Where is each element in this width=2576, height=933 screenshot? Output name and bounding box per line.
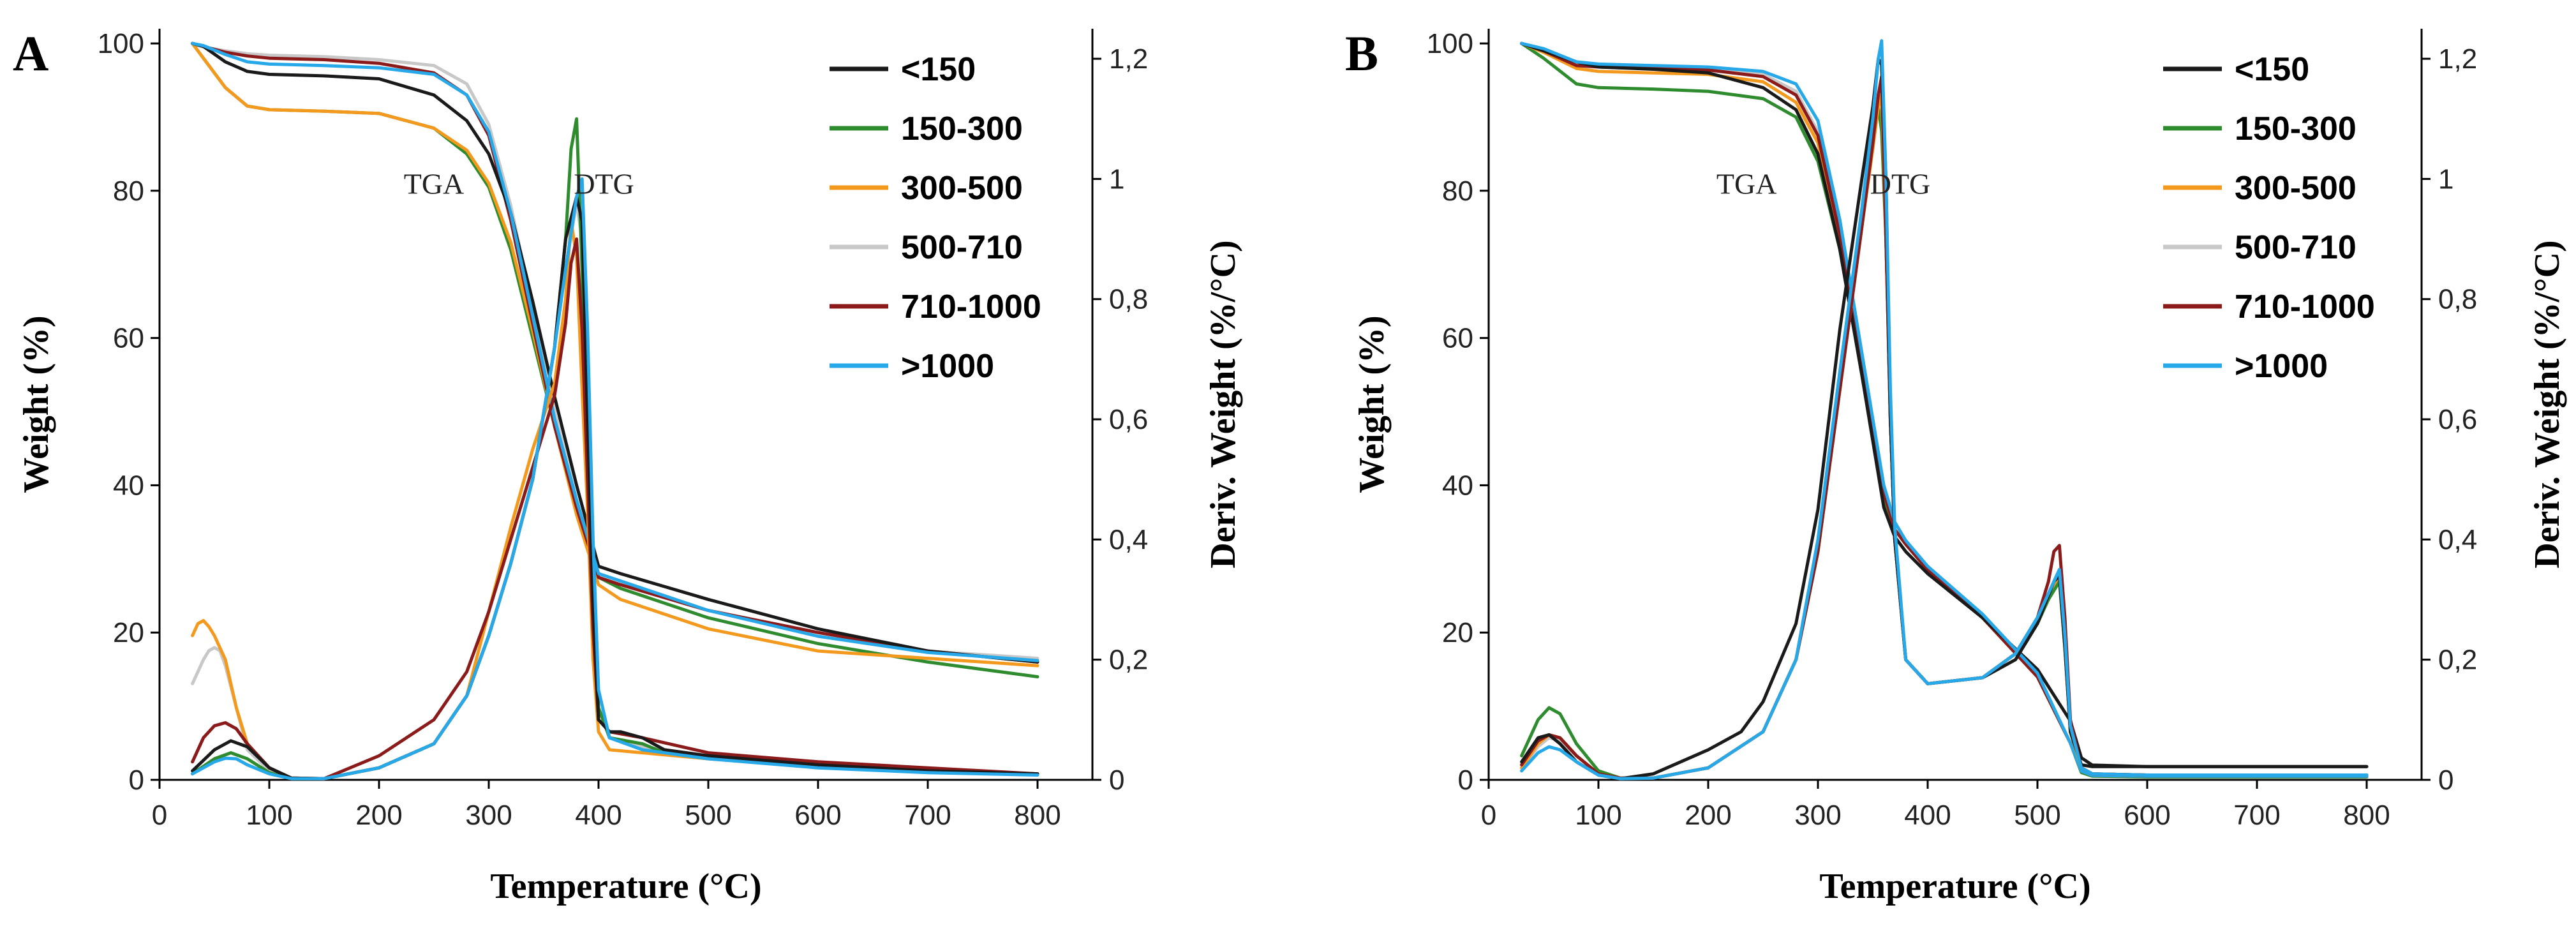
y-tick-label: 100 — [98, 28, 144, 59]
x-tick-label: 600 — [794, 800, 841, 831]
panel-letter: B — [1345, 26, 1378, 81]
y-right-tick-label: 1,2 — [1109, 43, 1148, 75]
tga-series-line — [1520, 41, 2369, 778]
y-right-tick-label: 0 — [2438, 765, 2453, 796]
panel-a: A 0 100 200 300 400 500 600 700 800 0 20 40 60 80 100 0 0… — [13, 26, 1243, 906]
x-tick-label: 200 — [355, 800, 402, 831]
legend-label: 710-1000 — [2235, 288, 2375, 325]
x-axis-label: Temperature (°C) — [490, 867, 761, 906]
dtg-series-line — [191, 219, 1039, 780]
legend-label: >1000 — [2235, 348, 2328, 385]
dtg-series-line — [1520, 57, 2369, 780]
y-right-tick-label: 0,2 — [2438, 645, 2477, 676]
y-tick-label: 40 — [113, 470, 144, 501]
dtg-series-line — [191, 177, 1039, 780]
annotation-dtg: DTG — [574, 167, 634, 200]
legend-label: >1000 — [901, 348, 994, 385]
x-tick-label: 0 — [1481, 800, 1496, 831]
tga-series-line — [1520, 41, 2369, 779]
y-right-tick-label: 0 — [1109, 765, 1124, 796]
y-axis-label: Weight (%) — [1352, 315, 1392, 493]
dtg-series-line — [1520, 39, 2369, 780]
x-tick-label: 500 — [2014, 800, 2060, 831]
tga-series-line — [191, 41, 1039, 668]
y-right-tick-label: 0,6 — [1109, 404, 1148, 435]
tga-series-line — [191, 41, 1039, 664]
dtg-series-line — [191, 237, 1039, 780]
dtg-series-line — [191, 195, 1039, 780]
y-right-tick-label: 0,6 — [2438, 404, 2477, 435]
x-tick-label: 800 — [2343, 800, 2390, 831]
y-axis-label: Weight (%) — [17, 315, 56, 493]
y-tick-label: 40 — [1442, 470, 1473, 501]
tga-series-line — [1520, 41, 2369, 768]
legend-label: 500-710 — [2235, 229, 2356, 266]
y-tick-label: 20 — [1442, 617, 1473, 648]
panel-letter: A — [13, 26, 48, 81]
y-tick-label: 60 — [1442, 323, 1473, 354]
annotation-tga: TGA — [404, 167, 465, 200]
x-tick-label: 700 — [904, 800, 951, 831]
x-tick-label: 800 — [1014, 800, 1061, 831]
x-tick-label: 200 — [1685, 800, 1731, 831]
annotation-tga: TGA — [1716, 167, 1777, 200]
y-right-tick-label: 0,2 — [1109, 645, 1148, 676]
legend-label: 500-710 — [901, 229, 1023, 266]
tga-series-line — [1520, 41, 2369, 778]
y-right-tick-label: 0,4 — [1109, 524, 1148, 555]
legend-label: 300-500 — [901, 170, 1023, 207]
dtg-series-line — [191, 117, 1039, 780]
y-right-tick-label: 0,4 — [2438, 524, 2477, 555]
y-tick-label: 100 — [1427, 28, 1473, 59]
x-tick-label: 500 — [685, 800, 731, 831]
legend-label: 150-300 — [2235, 110, 2356, 147]
legend-label: 150-300 — [901, 110, 1023, 147]
y-right-tick-label: 0,8 — [2438, 284, 2477, 315]
x-tick-label: 400 — [1904, 800, 1951, 831]
x-tick-label: 600 — [2124, 800, 2170, 831]
y-tick-label: 20 — [113, 617, 144, 648]
tga-series-line — [1520, 41, 2369, 778]
dtg-series-line — [1520, 105, 2369, 780]
x-tick-label: 100 — [246, 800, 292, 831]
x-tick-label: 300 — [1794, 800, 1841, 831]
y-tick-label: 0 — [129, 765, 144, 796]
x-tick-label: 0 — [152, 800, 167, 831]
x-tick-label: 700 — [2233, 800, 2280, 831]
x-axis-label: Temperature (°C) — [1819, 867, 2090, 906]
legend-label: 300-500 — [2235, 170, 2356, 207]
tga-series-line — [191, 41, 1039, 662]
legend-label: <150 — [2235, 51, 2309, 88]
legend-label: <150 — [901, 51, 976, 88]
annotation-dtg: DTG — [1870, 167, 1931, 200]
x-tick-label: 100 — [1575, 800, 1621, 831]
legend-label: 710-1000 — [901, 288, 1041, 325]
x-tick-label: 400 — [575, 800, 622, 831]
y-right-axis-label: Deriv. Weight (%/°C) — [2528, 240, 2567, 568]
y-tick-label: 80 — [113, 175, 144, 207]
y-tick-label: 0 — [1458, 765, 1473, 796]
y-right-tick-label: 1 — [1109, 163, 1124, 195]
y-right-tick-label: 0,8 — [1109, 284, 1148, 315]
y-tick-label: 80 — [1442, 175, 1473, 207]
y-right-tick-label: 1 — [2438, 163, 2453, 195]
y-right-tick-label: 1,2 — [2438, 43, 2477, 75]
y-tick-label: 60 — [113, 323, 144, 354]
tga-series-line — [1520, 41, 2369, 778]
y-right-axis-label: Deriv. Weight (%/°C) — [1203, 240, 1243, 568]
panel-b: B 0 100 200 300 400 500 600 700 800 0 20 40 60 80 100 0 0… — [1345, 26, 2567, 906]
x-tick-label: 300 — [465, 800, 512, 831]
